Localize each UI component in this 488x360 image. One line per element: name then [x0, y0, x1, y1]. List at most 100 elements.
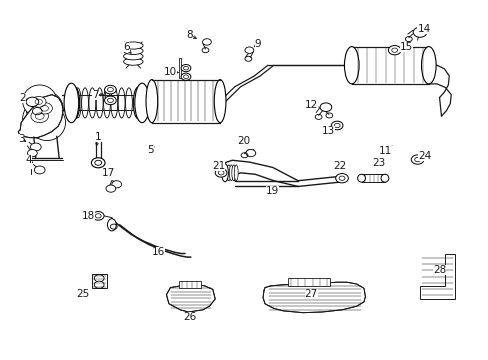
- Ellipse shape: [94, 275, 104, 282]
- Ellipse shape: [215, 168, 226, 177]
- Bar: [288, 278, 329, 286]
- Ellipse shape: [380, 174, 388, 182]
- Ellipse shape: [96, 88, 103, 118]
- Ellipse shape: [64, 83, 79, 123]
- Ellipse shape: [28, 105, 65, 140]
- Ellipse shape: [22, 85, 57, 117]
- Ellipse shape: [103, 88, 110, 118]
- Ellipse shape: [104, 96, 116, 105]
- Ellipse shape: [202, 39, 211, 45]
- Ellipse shape: [26, 91, 63, 126]
- Text: 7: 7: [92, 90, 99, 100]
- Polygon shape: [166, 285, 215, 312]
- Text: 11: 11: [379, 145, 392, 156]
- Bar: [178, 58, 181, 78]
- Ellipse shape: [106, 185, 116, 192]
- Ellipse shape: [89, 88, 96, 118]
- Text: 20: 20: [237, 136, 249, 146]
- Ellipse shape: [34, 166, 45, 174]
- Bar: [361, 174, 384, 182]
- Ellipse shape: [27, 149, 37, 157]
- Text: 10: 10: [163, 67, 177, 77]
- Ellipse shape: [412, 27, 426, 37]
- Ellipse shape: [70, 87, 80, 119]
- Ellipse shape: [387, 45, 400, 55]
- Ellipse shape: [146, 80, 158, 123]
- Ellipse shape: [123, 47, 143, 54]
- Ellipse shape: [229, 165, 233, 181]
- Ellipse shape: [231, 165, 235, 181]
- Ellipse shape: [226, 165, 230, 181]
- Polygon shape: [419, 254, 454, 299]
- Ellipse shape: [104, 85, 116, 94]
- Bar: [351, 46, 428, 84]
- Text: 4: 4: [25, 155, 32, 165]
- Polygon shape: [18, 95, 63, 138]
- Text: 16: 16: [151, 247, 164, 257]
- Text: 18: 18: [81, 211, 95, 221]
- Text: 2: 2: [20, 93, 26, 103]
- Ellipse shape: [224, 165, 228, 181]
- Text: 8: 8: [186, 30, 192, 40]
- Ellipse shape: [22, 99, 61, 139]
- Text: 5: 5: [147, 145, 153, 155]
- Ellipse shape: [112, 181, 122, 188]
- Text: 24: 24: [417, 150, 430, 161]
- Ellipse shape: [111, 88, 118, 118]
- Ellipse shape: [221, 164, 228, 182]
- Text: 19: 19: [265, 186, 279, 197]
- Ellipse shape: [410, 155, 423, 164]
- Text: 9: 9: [254, 39, 261, 49]
- Ellipse shape: [330, 121, 342, 130]
- Text: 22: 22: [332, 161, 346, 171]
- Ellipse shape: [421, 46, 435, 84]
- Ellipse shape: [74, 88, 81, 118]
- Ellipse shape: [26, 97, 39, 107]
- Ellipse shape: [123, 42, 143, 49]
- Ellipse shape: [30, 143, 41, 151]
- Text: 6: 6: [123, 42, 129, 52]
- Ellipse shape: [31, 96, 46, 107]
- Ellipse shape: [91, 158, 105, 168]
- Ellipse shape: [214, 80, 225, 123]
- Text: 15: 15: [399, 42, 412, 52]
- Ellipse shape: [335, 174, 347, 183]
- Polygon shape: [263, 282, 365, 313]
- Ellipse shape: [135, 83, 149, 123]
- Ellipse shape: [32, 108, 42, 115]
- Text: 21: 21: [212, 161, 225, 171]
- Text: 12: 12: [305, 100, 318, 110]
- Text: 1: 1: [95, 132, 102, 142]
- Ellipse shape: [181, 64, 190, 72]
- Text: 27: 27: [304, 289, 317, 299]
- Ellipse shape: [92, 212, 104, 220]
- Ellipse shape: [234, 165, 238, 181]
- Ellipse shape: [320, 103, 331, 112]
- Ellipse shape: [244, 47, 253, 53]
- Ellipse shape: [344, 46, 358, 84]
- Ellipse shape: [123, 58, 143, 65]
- Bar: [152, 80, 220, 123]
- Ellipse shape: [94, 281, 104, 288]
- Ellipse shape: [133, 87, 143, 119]
- Ellipse shape: [107, 219, 116, 231]
- Text: 23: 23: [371, 158, 385, 168]
- Ellipse shape: [118, 88, 125, 118]
- Text: 17: 17: [101, 168, 114, 178]
- Ellipse shape: [357, 174, 365, 182]
- Ellipse shape: [125, 88, 132, 118]
- Text: 26: 26: [183, 312, 196, 322]
- Bar: [178, 281, 200, 288]
- Ellipse shape: [31, 110, 48, 123]
- Ellipse shape: [245, 149, 255, 157]
- Bar: [92, 274, 106, 288]
- Text: 25: 25: [76, 289, 89, 299]
- Text: 28: 28: [432, 265, 445, 275]
- Ellipse shape: [81, 88, 88, 118]
- Text: 13: 13: [322, 126, 335, 135]
- Ellipse shape: [37, 103, 52, 114]
- Text: 14: 14: [416, 24, 430, 34]
- Text: 3: 3: [18, 134, 24, 144]
- Ellipse shape: [123, 53, 143, 60]
- Ellipse shape: [181, 73, 190, 80]
